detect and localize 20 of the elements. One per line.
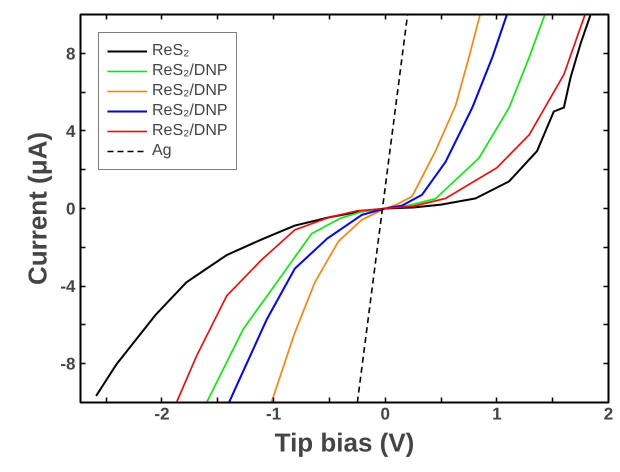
y-tick-label: 0 xyxy=(66,200,76,218)
y-axis-title: Current (μA) xyxy=(22,132,52,286)
x-tick-label: -1 xyxy=(266,404,282,424)
legend-label: ReS₂/DNP xyxy=(152,61,228,81)
y-tick-label: 8 xyxy=(66,44,76,64)
x-tick-label: -2 xyxy=(154,404,170,424)
x-tick-label: 2 xyxy=(604,404,614,424)
line-series xyxy=(228,14,508,402)
x-tick-label: 1 xyxy=(492,404,502,424)
y-tick-label: 4 xyxy=(66,122,76,141)
legend-label: Ag xyxy=(152,141,172,161)
legend-label: ReS₂ xyxy=(152,41,190,61)
x-axis-title: Tip bias (V) xyxy=(274,428,414,458)
legend-label: ReS₂/DNP xyxy=(152,121,228,141)
y-tick-label: -4 xyxy=(60,277,76,296)
legend-label: ReS₂/DNP xyxy=(152,101,228,121)
x-tick-label: 0 xyxy=(380,404,390,424)
y-tick-label: -8 xyxy=(60,354,76,374)
legend-label: ReS₂/DNP xyxy=(152,81,228,101)
line-series xyxy=(270,14,481,402)
